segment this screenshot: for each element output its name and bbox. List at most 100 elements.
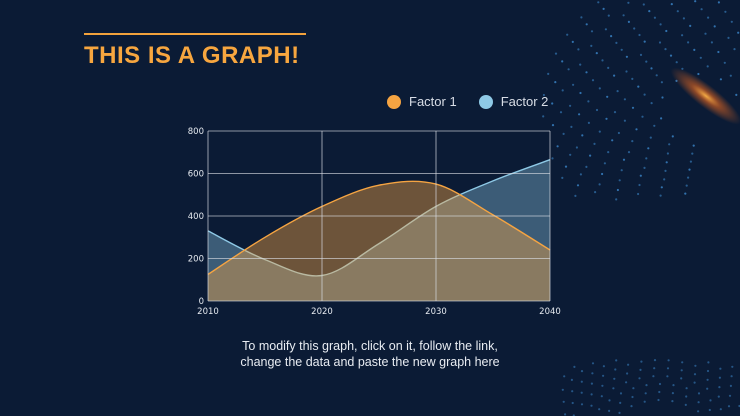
decor-dot (622, 14, 625, 17)
decor-dot (730, 375, 733, 378)
decor-dot (573, 365, 576, 368)
decor-dot (587, 121, 591, 124)
decor-dot (692, 144, 695, 147)
decor-dot (590, 393, 593, 396)
legend-item-factor-2: Factor 2 (478, 94, 548, 109)
decor-dot (687, 41, 690, 44)
decor-dot (689, 160, 693, 163)
decor-dot (707, 16, 710, 19)
slide-title: THIS IS A GRAPH! (84, 42, 300, 69)
decor-dot (655, 74, 658, 77)
decor-dot (602, 7, 605, 10)
decor-dot (652, 375, 655, 378)
decor-dot (638, 33, 641, 37)
decor-dot (554, 81, 557, 84)
decor-dot (727, 36, 730, 40)
decor-dot (719, 408, 722, 411)
decor-dot (730, 20, 733, 23)
decor-dot (590, 382, 594, 385)
decor-dot (664, 48, 667, 51)
chart-legend: Factor 1 Factor 2 (387, 94, 548, 109)
decor-dot (579, 91, 582, 95)
decor-dot (660, 81, 664, 84)
decor-dot (580, 391, 583, 394)
area-factor-1 (208, 181, 550, 301)
decor-dot (612, 387, 615, 390)
decor-dot (707, 361, 710, 364)
decor-dot (590, 30, 594, 33)
decor-dot (608, 399, 611, 402)
decor-dot (627, 363, 630, 366)
decor-dot (604, 28, 608, 31)
decor-dot (579, 63, 582, 66)
decor-dot (663, 178, 666, 181)
decor-dot (631, 106, 635, 109)
decor-dot (665, 29, 668, 33)
decor-dot (666, 367, 670, 370)
decor-dot (666, 152, 670, 155)
decor-dot (547, 72, 550, 75)
decor-dot (622, 158, 626, 161)
decor-dot (625, 381, 628, 384)
decor-dot (630, 405, 633, 408)
decor-dot (616, 188, 620, 192)
caption-line-1: To modify this graph, click on it, follo… (242, 339, 498, 353)
decor-dot (613, 74, 616, 77)
decor-dot (653, 367, 656, 370)
decor-dot (653, 124, 656, 127)
decor-dot (564, 413, 567, 416)
decor-dot (665, 161, 668, 164)
decor-dot (713, 25, 716, 28)
decor-dot (551, 102, 554, 105)
decor-dot (589, 154, 592, 157)
decor-dot (671, 392, 675, 395)
decor-dot (637, 85, 640, 88)
decor-dot (659, 194, 662, 197)
decor-dot (706, 65, 709, 68)
decor-dot (607, 66, 610, 69)
legend-swatch-factor-2 (478, 94, 493, 109)
decor-dot (562, 400, 565, 403)
decor-dot (661, 96, 664, 99)
decor-dot (642, 3, 645, 6)
decor-dot (590, 404, 593, 407)
y-tick-label: 200 (188, 255, 204, 265)
decor-dot (733, 48, 736, 51)
decor-dot (684, 192, 687, 195)
decor-dot (570, 378, 574, 381)
decor-dot (569, 104, 572, 107)
decor-dot (562, 132, 565, 135)
decor-dot (647, 147, 650, 150)
decor-dot (578, 113, 581, 116)
decor-dot (633, 27, 636, 30)
decor-dot (618, 179, 621, 182)
decor-dot (579, 173, 583, 176)
decor-dot (561, 388, 564, 391)
decor-dot (616, 90, 619, 93)
decor-dot (681, 361, 684, 364)
decor-dot (561, 60, 564, 63)
decor-dot (694, 0, 697, 3)
decor-dot (685, 395, 688, 398)
decor-dot (626, 372, 629, 375)
decor-dot (729, 74, 732, 77)
decor-dot (643, 40, 646, 43)
decor-dot (637, 192, 640, 196)
decor-dot (576, 184, 580, 187)
decor-dot (591, 362, 595, 365)
decor-dot (605, 117, 608, 120)
decor-dot (653, 359, 657, 362)
decor-dot (658, 41, 662, 44)
decor-dot (693, 48, 696, 52)
decor-dot (727, 405, 731, 408)
decor-dot (561, 89, 564, 92)
decor-dot (706, 387, 709, 390)
y-tick-label: 800 (188, 127, 204, 137)
decor-dot (645, 384, 648, 387)
decor-dot (572, 83, 575, 86)
decor-dot (639, 174, 642, 177)
decor-dot (615, 41, 618, 45)
y-tick-label: 0 (199, 297, 204, 307)
